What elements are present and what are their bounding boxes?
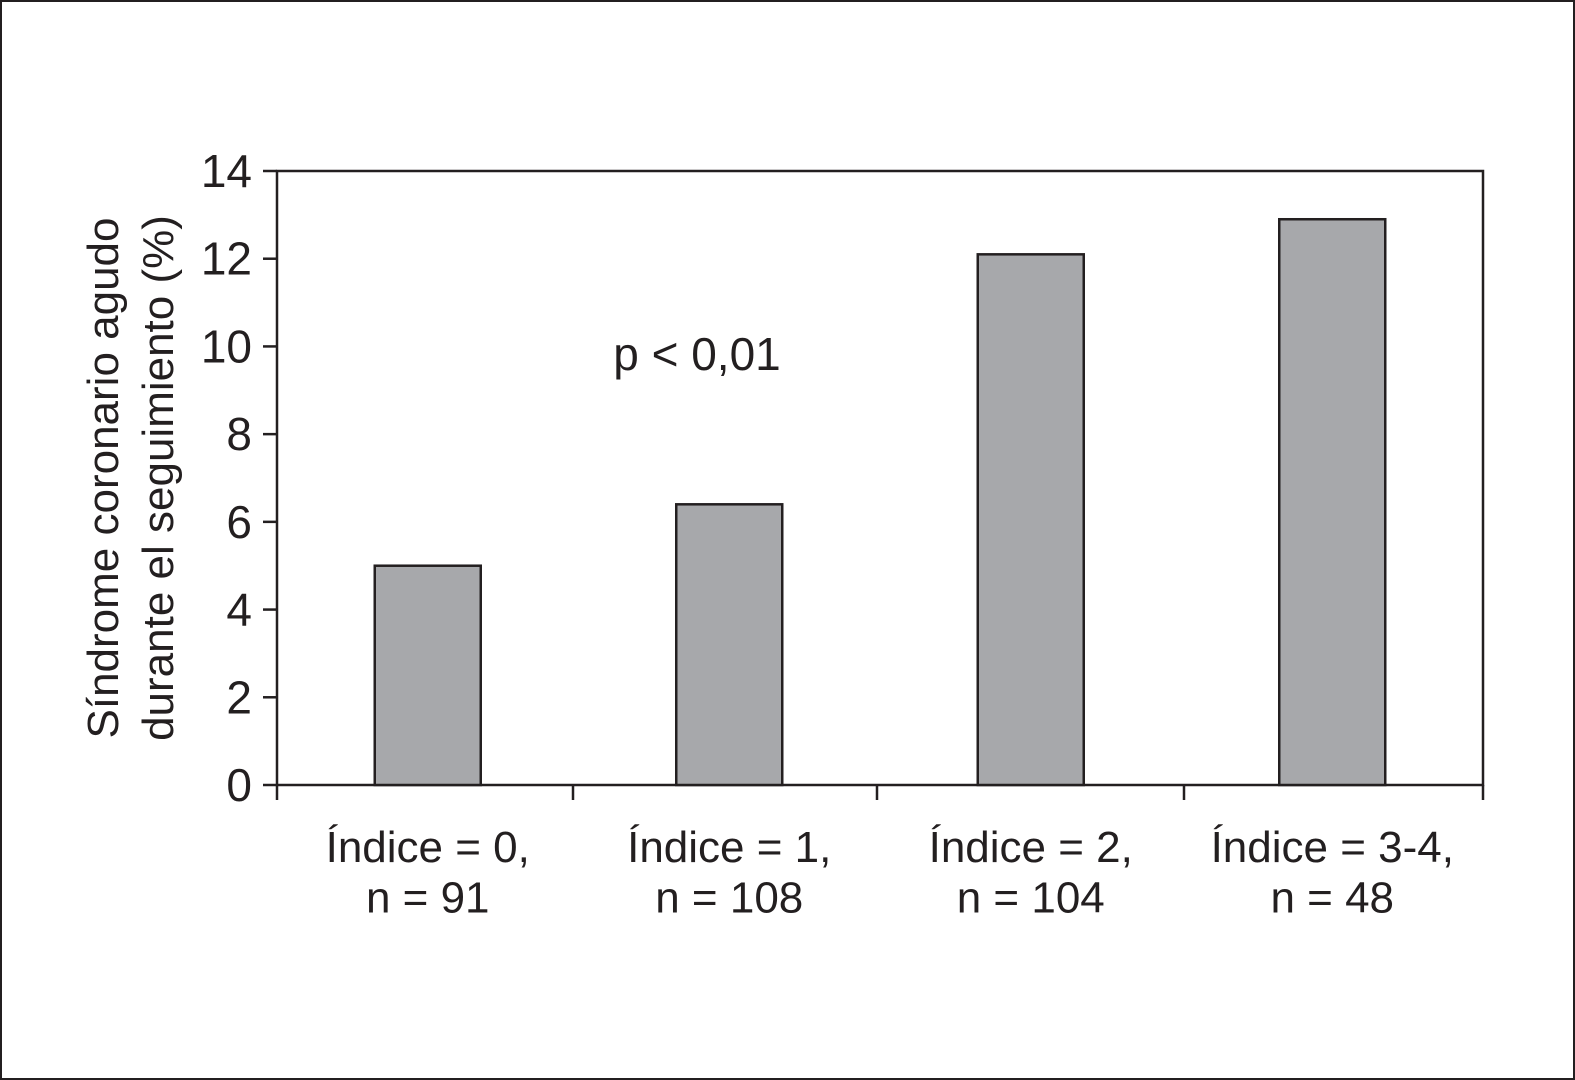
- y-tick-label: 2: [226, 671, 252, 723]
- x-separators: [275, 785, 1485, 800]
- y-tick-label: 10: [201, 320, 252, 372]
- x-tick-label: Índice = 2, n = 104: [929, 823, 1133, 923]
- y-tick-label: 4: [226, 584, 252, 636]
- plot-border: [275, 169, 1485, 787]
- y-label-line: durante el seguimiento (%): [134, 215, 183, 741]
- y-axis-title: Síndrome coronario agudo durante el segu…: [79, 215, 183, 741]
- bar: [675, 503, 784, 787]
- y-tick-label: 8: [226, 408, 252, 460]
- x-tick-label: Índice = 3-4, n = 48: [1211, 823, 1454, 923]
- y-tick-label: 12: [201, 233, 252, 285]
- bar: [373, 564, 482, 787]
- bar: [1278, 217, 1387, 787]
- y-label-line: Síndrome coronario agudo: [79, 218, 128, 739]
- annotation: p < 0,01: [613, 328, 781, 380]
- x-tick-label: Índice = 0, n = 91: [326, 823, 530, 923]
- y-tick-label: 6: [226, 496, 252, 548]
- y-tick-label: 14: [201, 145, 252, 197]
- bar: [976, 253, 1085, 787]
- y-tick-label: 0: [226, 759, 252, 811]
- x-tick-label: Índice = 1, n = 108: [627, 823, 831, 923]
